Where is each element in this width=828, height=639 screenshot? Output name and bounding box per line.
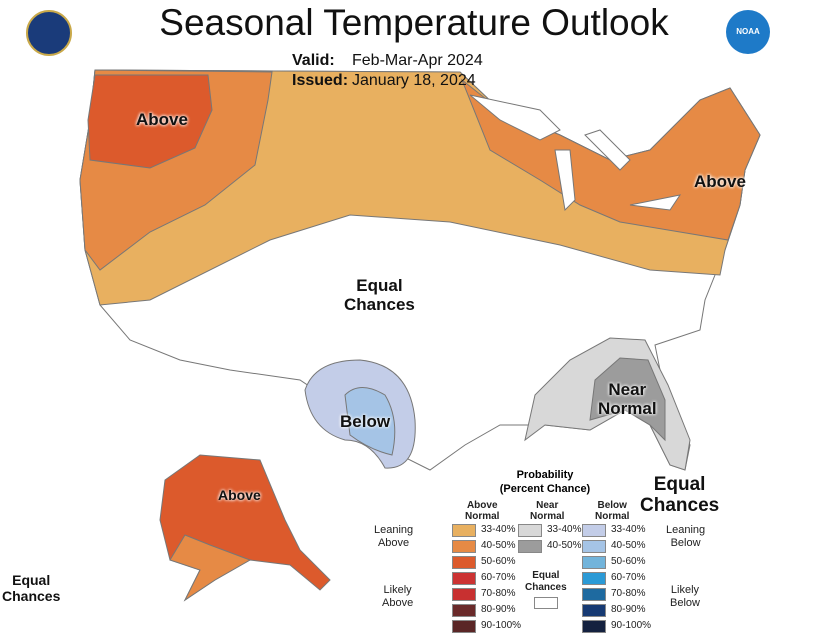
legend-range-label: 80-90% [481,604,516,615]
legend-title: Probability (Percent Chance) [499,469,591,495]
legend-item-near: 40-50% [518,540,588,554]
legend-equal-chances: Equal Chances [525,570,567,609]
alaska [159,454,331,602]
legend-item-below: 60-70% [582,572,652,586]
region-above-50-60-nw [87,74,213,169]
legend-item-above: 40-50% [452,540,522,554]
legend-range-label: 50-60% [481,556,516,567]
legend-range-label: 90-100% [611,620,652,631]
legend-range-label: 50-60% [611,556,646,567]
legend-likely-below: Likely Below [670,584,700,609]
legend-range-label: 40-50% [611,540,646,551]
legend-item-below: 50-60% [582,556,652,570]
legend-range-label: 90-100% [481,620,522,631]
legend-item-above: 80-90% [452,604,522,618]
legend-below-header: Below Normal [595,500,630,522]
legend-item-above: 90-100% [452,620,522,634]
legend-swatch [452,524,476,537]
region-near-normal-40-50 [589,357,666,442]
legend-item-below: 80-90% [582,604,652,618]
label-above-nw: Above [136,110,188,129]
legend-range-label: 60-70% [611,572,646,583]
legend-swatch [518,524,542,537]
legend-swatch [518,540,542,553]
legend-near-header: Near Normal [530,500,565,522]
label-below: Below [340,412,391,431]
legend-item-below: 90-100% [582,620,652,634]
legend-item-above: 60-70% [452,572,522,586]
legend-swatch [582,540,606,553]
legend-swatch [452,556,476,569]
label-near-normal: Near Normal [598,380,657,418]
legend-range-label: 33-40% [611,524,646,535]
noaa-logo: NOAA [726,10,770,54]
region-below-40-50 [344,387,396,456]
legend-item-below: 33-40% [582,524,652,538]
legend-above-header: Above Normal [465,500,500,522]
issued-line: Issued: January 18, 2024 [292,72,476,89]
doc-seal-logo [26,10,72,56]
legend-item-above: 33-40% [452,524,522,538]
legend-range-label: 70-80% [481,588,516,599]
legend-range-label: 40-50% [481,540,516,551]
legend-swatch [582,524,606,537]
legend-swatch [582,588,606,601]
legend-likely-above: Likely Above [382,584,414,609]
legend-range-label: 33-40% [481,524,516,535]
legend-range-label: 40-50% [547,540,582,551]
label-above-ne: Above [694,172,746,191]
legend-swatch [452,540,476,553]
legend-swatch [582,556,606,569]
legend-item-near: 33-40% [518,524,588,538]
legend-item-below: 40-50% [582,540,652,554]
label-equal-fl: Equal Chances [640,474,720,516]
equal-chances-swatch [533,597,558,609]
legend-swatch [452,588,476,601]
legend-item-above: 50-60% [452,556,522,570]
legend-swatch [582,620,606,633]
legend-swatch [452,572,476,585]
legend-swatch [452,620,476,633]
label-equal-center: Equal Chances [344,276,415,314]
legend-leaning-below: Leaning Below [666,524,706,549]
legend-range-label: 80-90% [611,604,646,615]
legend-swatch [582,604,606,617]
legend: Probability (Percent Chance) Above Normal … [370,460,710,639]
legend-swatch [452,604,476,617]
legend-item-above: 70-80% [452,588,522,602]
legend-leaning-above: Leaning Above [374,524,414,549]
alaska-40-50 [169,534,252,602]
legend-range-label: 60-70% [481,572,516,583]
legend-item-below: 70-80% [582,588,652,602]
page-title: Seasonal Temperature Outlook [159,2,669,43]
legend-range-label: 33-40% [547,524,582,535]
legend-swatch [582,572,606,585]
legend-range-label: 70-80% [611,588,646,599]
label-above-ak: Above [218,487,261,503]
label-equal-hi: Equal Chances [2,572,61,604]
valid-line: Valid: Feb-Mar-Apr 2024 [292,52,483,69]
great-lakes [469,94,682,212]
